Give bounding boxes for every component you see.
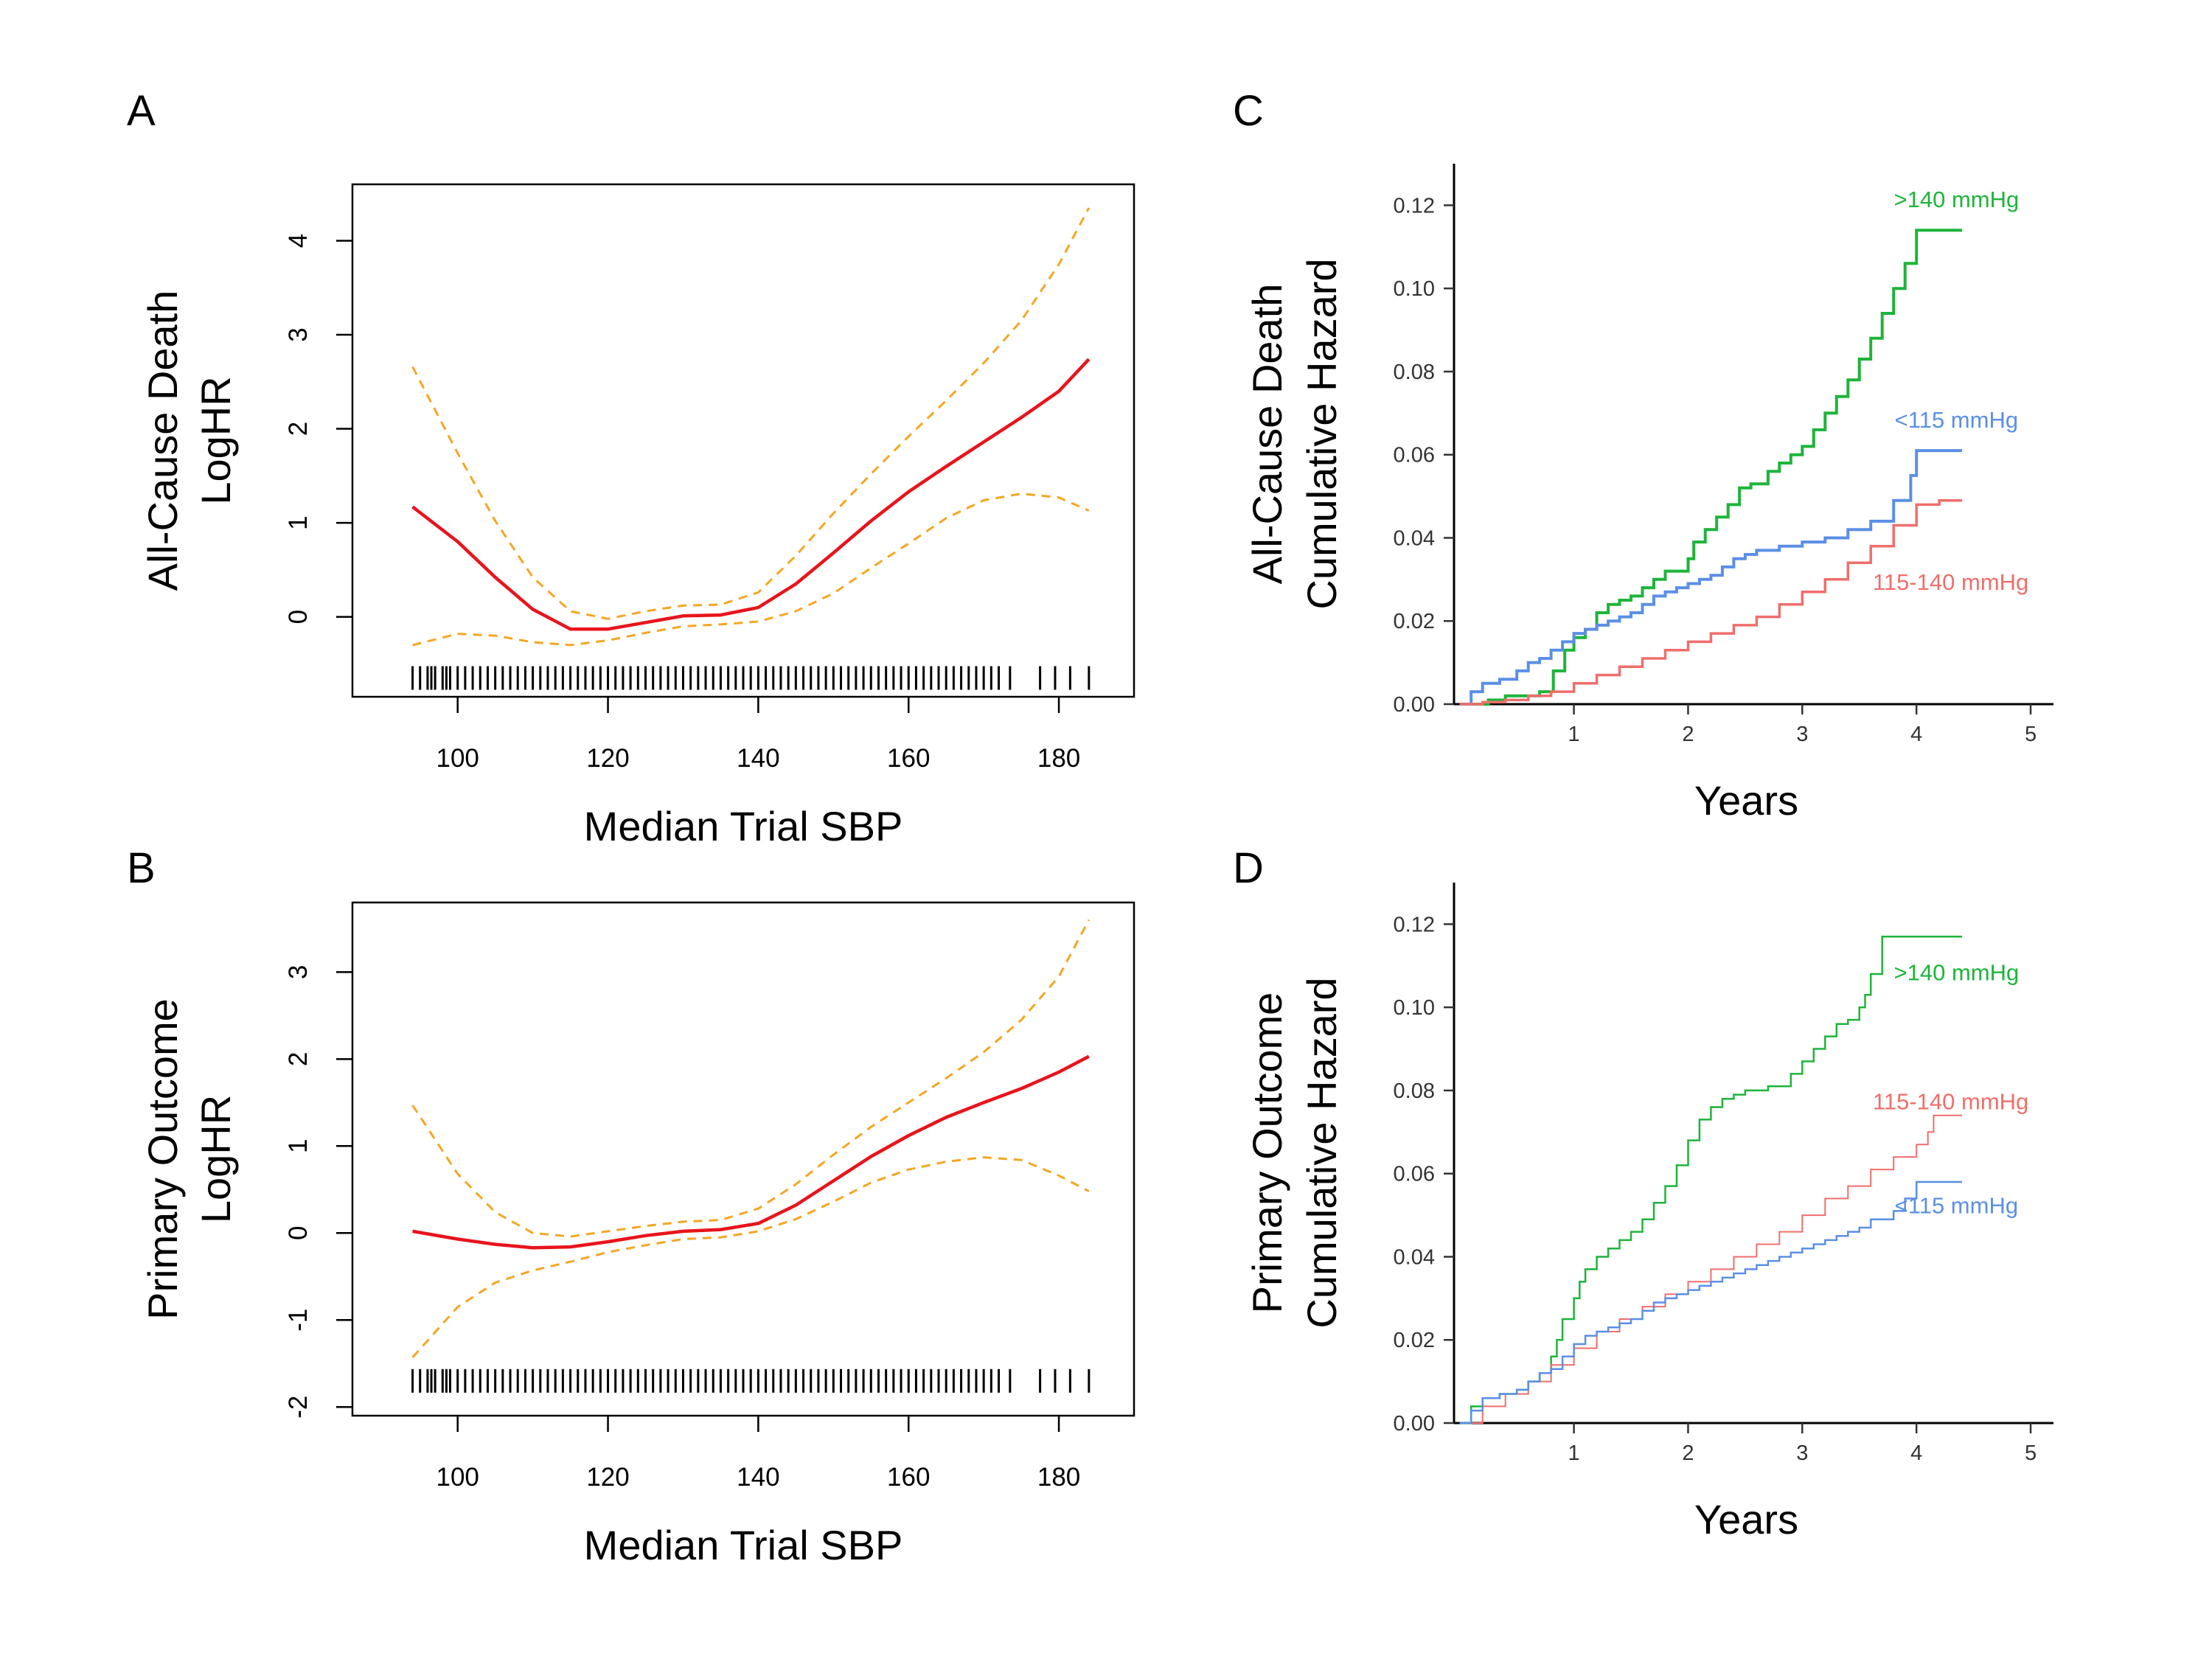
panel-b-plot-frame [351, 901, 1135, 1417]
panel-d-y-tick-label: 0.12 [1394, 913, 1435, 936]
panel-b-y-tick-label: 0 [284, 1226, 313, 1240]
panel-d-x-tick-label: 3 [1796, 1441, 1808, 1465]
panel-b-x-tick-label: 120 [586, 1463, 629, 1492]
panel-c-x-tick-label: 2 [1682, 723, 1694, 746]
panel-d-y-axis-title-line2: Cumulative Hazard [1298, 977, 1345, 1328]
panel-b-ci-upper-line [411, 919, 1091, 1238]
panel-c-series-label-salmon: 115-140 mmHg [1873, 569, 2028, 595]
panel-d-y-tick-label: 0.08 [1394, 1079, 1435, 1103]
panel-c-x-tick-label: 4 [1910, 723, 1922, 746]
panel-c-y-tick-label: 0.04 [1394, 526, 1435, 550]
panel-a-x-tick-label: 180 [1037, 744, 1080, 773]
panel-d-x-axis-title: Years [1694, 1496, 1798, 1543]
panel-d-y-tick-label: 0.00 [1394, 1412, 1435, 1436]
panel-d-x-tick-label: 4 [1910, 1441, 1922, 1465]
panel-a-x-axis-title: Median Trial SBP [584, 803, 903, 849]
panel-b-x-tick-label: 100 [436, 1463, 479, 1492]
panel-c-series-label-blue: <115 mmHg [1895, 407, 2018, 433]
panel-letter-c: C [1233, 87, 1264, 135]
panel-c-series-salmon [1459, 498, 1963, 706]
panel-a-y-tick-label: 1 [284, 515, 313, 529]
panel-b-y-axis-title-line1: Primary Outcome [139, 998, 186, 1320]
panel-a-y-tick-label: 4 [284, 234, 313, 248]
panel-b-x-axis-title: Median Trial SBP [584, 1522, 903, 1568]
panel-a-chart: 100 120 140 160 180 0 1 2 3 4 Median Trial SBP All-… [139, 183, 1135, 849]
panel-d-series-salmon [1459, 1114, 1963, 1424]
panel-c-y-tick-label: 0.00 [1394, 693, 1435, 717]
panel-b-y-tick-label: 1 [284, 1139, 313, 1153]
panel-c-x-tick-label: 3 [1796, 723, 1808, 746]
panel-a-y-tick-label: 2 [284, 422, 313, 436]
panel-b-y-tick-label: -1 [284, 1309, 313, 1332]
panel-b-y-tick-label: 3 [284, 965, 313, 979]
panel-b-y-tick-label: -2 [284, 1396, 313, 1419]
panel-b-y-tick-label: 2 [284, 1052, 313, 1066]
panel-a-x-tick-label: 120 [586, 744, 629, 773]
panel-d-y-tick-label: 0.06 [1394, 1163, 1435, 1186]
panel-a-y-tick-label: 0 [284, 610, 313, 624]
panel-b-fit-line [412, 1054, 1090, 1250]
panel-a-y-axis-title-line1: All-Cause Death [139, 291, 186, 591]
panel-d-y-tick-label: 0.04 [1394, 1245, 1435, 1269]
panel-a-x-tick-label: 100 [436, 744, 479, 773]
panel-a-y-tick-label: 3 [284, 327, 313, 341]
panel-a-plot-frame [351, 183, 1135, 698]
panel-letter-a: A [127, 87, 156, 135]
panel-letter-d: D [1233, 844, 1264, 892]
panel-b-x-tick-label: 160 [887, 1463, 930, 1492]
panel-d-chart: 1 2 3 4 5 0.00 0.02 0.04 0.06 0.08 0.10 0.12 >140 mm… [1244, 883, 2053, 1543]
panel-c-x-axis-title: Years [1694, 777, 1798, 824]
panel-c-series-green [1459, 229, 1963, 706]
panel-c-y-tick-label: 0.08 [1394, 361, 1435, 384]
panel-d-series-label-blue: <115 mmHg [1895, 1192, 2018, 1218]
panel-c-chart: 1 2 3 4 5 0.00 0.02 0.04 0.06 0.08 0.10 0.12 >140 mm… [1244, 164, 2053, 824]
panel-c-y-tick-label: 0.12 [1394, 194, 1435, 218]
panel-d-x-tick-label: 5 [2025, 1441, 2037, 1465]
panel-a-fit-line [411, 358, 1091, 631]
panel-a-ci-upper-line [411, 207, 1091, 620]
panel-c-y-tick-label: 0.02 [1394, 610, 1435, 633]
panel-c-y-axis-title-line1: All-Cause Death [1244, 284, 1290, 585]
panel-c-series-blue [1459, 449, 1963, 706]
panel-c-y-axis-title-line2: Cumulative Hazard [1298, 258, 1345, 609]
panel-c-x-tick-label: 1 [1568, 723, 1580, 746]
panel-c-x-tick-label: 5 [2025, 723, 2037, 746]
panel-d-x-tick-label: 2 [1682, 1441, 1694, 1465]
panel-letter-b: B [127, 844, 156, 892]
panel-b-y-axis-title-line2: LogHR [192, 1095, 239, 1223]
panel-a-ci-lower-line [412, 493, 1090, 647]
panel-a-x-tick-label: 140 [737, 744, 779, 773]
panel-b-x-tick-label: 180 [1037, 1463, 1080, 1492]
panel-d-x-tick-label: 1 [1568, 1441, 1580, 1465]
panel-d-series-label-salmon: 115-140 mmHg [1873, 1088, 2028, 1114]
panel-d-series-blue [1459, 1180, 1963, 1425]
panel-d-y-tick-label: 0.02 [1394, 1329, 1435, 1352]
panel-a-y-axis-title-line2: LogHR [192, 376, 239, 504]
panel-c-y-tick-label: 0.06 [1394, 444, 1435, 467]
panel-d-series-label-green: >140 mmHg [1894, 960, 2020, 986]
panel-c-series-label-green: >140 mmHg [1894, 187, 2020, 212]
panel-d-y-axis-title-line1: Primary Outcome [1244, 992, 1290, 1314]
panel-b-chart: 100 120 140 160 180 -2 -1 0 1 2 3 Median Trial SBP P… [139, 901, 1135, 1568]
panel-b-x-tick-label: 140 [737, 1463, 779, 1492]
panel-c-y-tick-label: 0.10 [1394, 277, 1435, 301]
panel-b-ci-lower-line [411, 1156, 1090, 1358]
panel-d-y-tick-label: 0.10 [1394, 996, 1435, 1020]
panel-d-series-green [1459, 936, 1963, 1425]
panel-a-x-tick-label: 160 [887, 744, 930, 773]
